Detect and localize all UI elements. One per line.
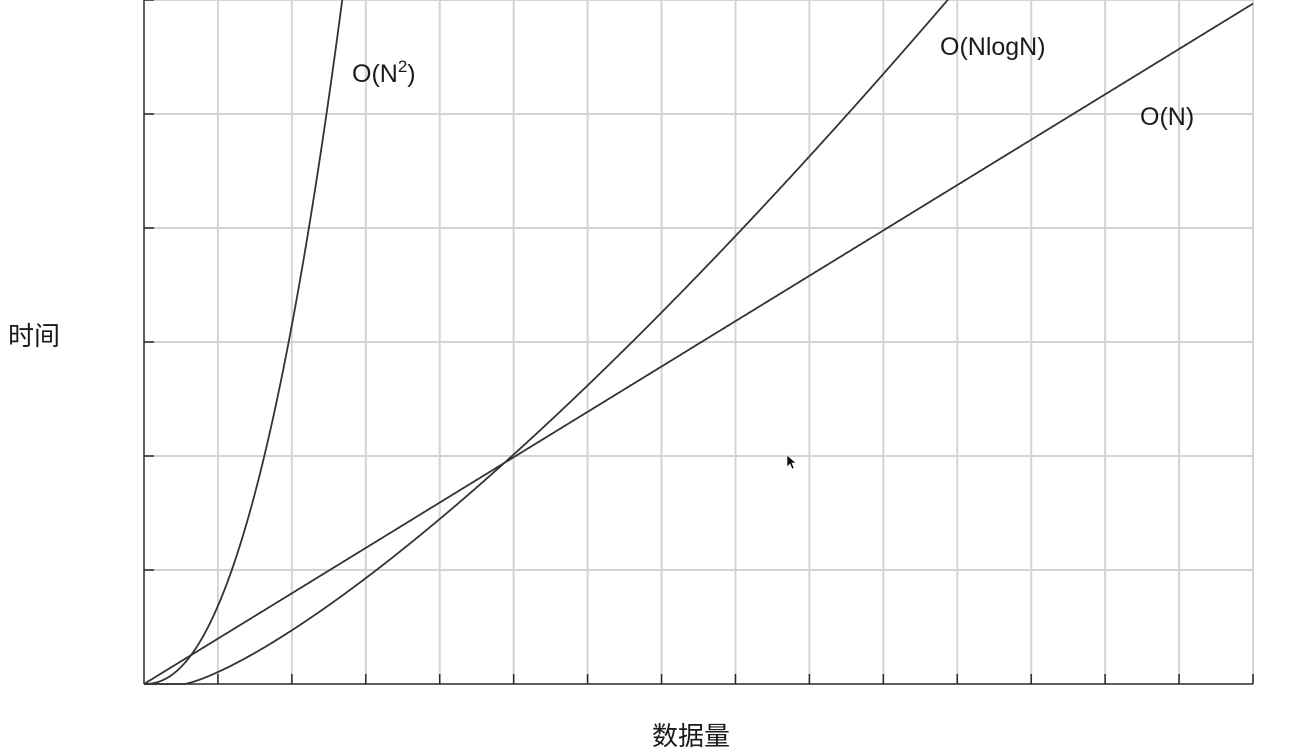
series-line	[144, 0, 949, 685]
series-label: O(NlogN)	[940, 33, 1046, 61]
series-line	[143, 2, 1254, 685]
series-labels: O(N2) O(NlogN) O(N)	[352, 33, 1194, 131]
series-lines	[143, 0, 1254, 685]
series-line	[144, 0, 344, 685]
axes	[143, 0, 1254, 685]
series-label: O(N2)	[352, 57, 416, 88]
y-axis-title: 时间	[8, 322, 61, 352]
series-label: O(N)	[1140, 103, 1194, 131]
x-axis-title: 数据量	[652, 722, 731, 752]
mouse-pointer-icon	[786, 454, 797, 470]
grid	[144, 0, 1254, 684]
